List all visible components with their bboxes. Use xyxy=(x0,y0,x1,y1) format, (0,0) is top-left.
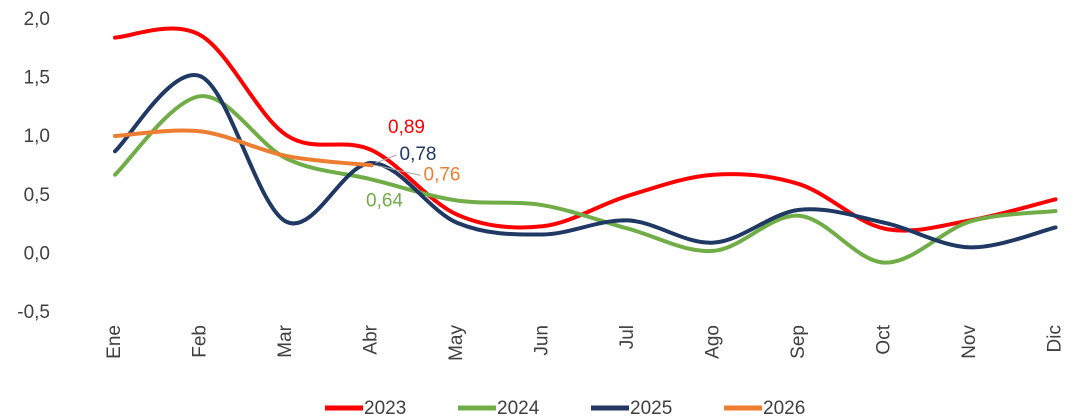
series-line xyxy=(113,94,1058,265)
x-tick-label: Jul xyxy=(617,325,638,349)
x-tick-label: Sep xyxy=(788,325,809,359)
y-tick-label: 1,0 xyxy=(24,126,50,147)
legend-label: 2025 xyxy=(630,398,672,419)
y-tick-label: 0,5 xyxy=(24,185,50,206)
x-tick-label: Mar xyxy=(275,324,296,357)
leader-line xyxy=(375,154,397,164)
series-line xyxy=(113,128,374,168)
data-label: 0,76 xyxy=(424,164,461,185)
x-tick-label: Nov xyxy=(959,325,980,359)
x-tick-label: Ago xyxy=(703,325,724,359)
data-label: 0,89 xyxy=(388,117,425,138)
x-tick-label: Oct xyxy=(874,324,895,354)
series-line xyxy=(113,73,1058,250)
x-tick-label: Dic xyxy=(1045,325,1066,352)
series-line xyxy=(113,26,1058,233)
leader-line xyxy=(375,164,421,176)
x-tick-label: Jun xyxy=(532,325,553,356)
x-tick-label: May xyxy=(446,325,467,361)
y-tick-label: 0,0 xyxy=(24,243,50,264)
legend-label: 2026 xyxy=(763,398,805,419)
y-tick-label: -0,5 xyxy=(17,302,50,323)
legend-label: 2024 xyxy=(497,398,540,419)
y-tick-label: 1,5 xyxy=(24,68,50,89)
x-tick-label: Abr xyxy=(361,324,382,354)
x-tick-label: Feb xyxy=(190,325,211,358)
legend-label: 2023 xyxy=(364,398,406,419)
data-label: 0,64 xyxy=(366,190,403,211)
y-tick-label: 2,0 xyxy=(24,9,50,30)
x-tick-label: Ene xyxy=(104,325,125,359)
data-label: 0,78 xyxy=(400,144,437,165)
